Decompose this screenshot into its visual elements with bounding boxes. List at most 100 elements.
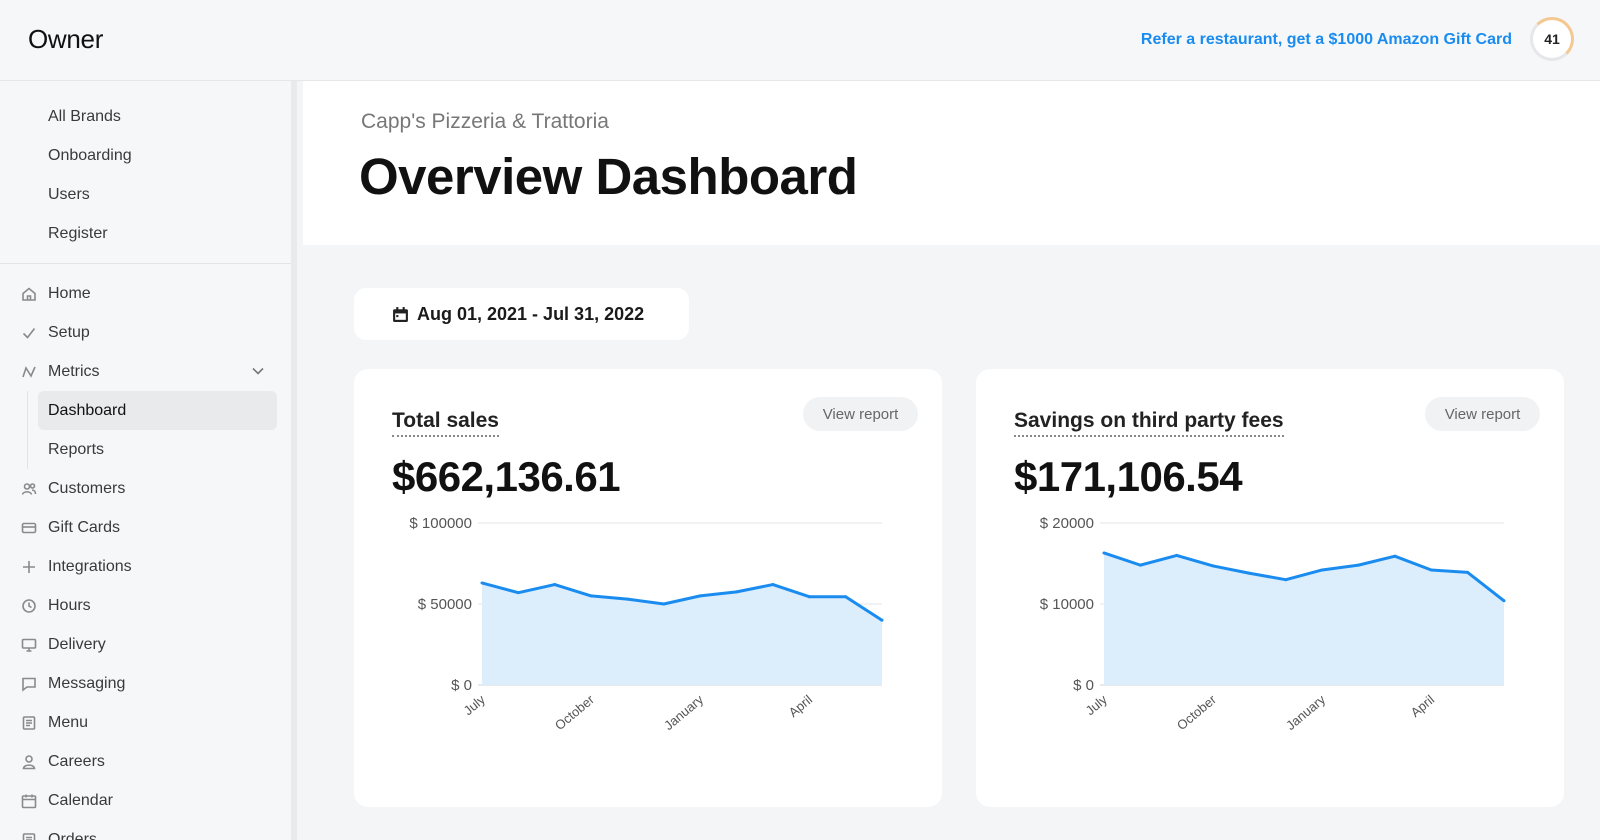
card-title[interactable]: Total sales: [392, 409, 499, 437]
sidebar-item-label: Careers: [48, 752, 105, 770]
sidebar-item-label: Home: [48, 284, 91, 302]
menu-doc-icon: [20, 714, 38, 732]
brand-nav: All Brands Onboarding Users Register: [0, 81, 291, 264]
y-tick-label: $ 0: [451, 677, 472, 694]
area-fill: [482, 582, 882, 685]
monitor-icon: [20, 636, 38, 654]
data-point: [1138, 563, 1142, 567]
data-point: [1502, 599, 1506, 603]
view-report-button[interactable]: View report: [1425, 397, 1540, 431]
date-range-label: Aug 01, 2021 - Jul 31, 2022: [417, 303, 645, 324]
y-tick-label: $ 0: [1073, 677, 1094, 694]
users-icon: [20, 480, 38, 498]
x-tick-label: July: [461, 691, 489, 718]
sidebar-item-label: Calendar: [48, 791, 113, 809]
orders-icon: [20, 831, 38, 840]
data-point: [807, 595, 811, 599]
data-point: [1393, 554, 1397, 558]
data-point: [1102, 551, 1106, 555]
data-point: [516, 591, 520, 595]
data-point: [1320, 568, 1324, 572]
view-report-button[interactable]: View report: [803, 397, 918, 431]
series-line: [1103, 551, 1505, 602]
data-point: [662, 602, 666, 606]
data-point: [880, 618, 884, 622]
metrics-icon: [20, 363, 38, 381]
sidebar-item-label: Gift Cards: [48, 518, 121, 536]
x-tick-label: April: [786, 692, 816, 720]
sidebar-item-hours[interactable]: Hours: [0, 586, 291, 625]
sidebar-item-orders[interactable]: Orders: [0, 820, 291, 840]
progress-badge[interactable]: 41: [1530, 17, 1574, 61]
plus-icon: [20, 558, 38, 576]
sidebar-item-label: Messaging: [48, 674, 126, 692]
sidebar-item-reports[interactable]: Reports: [48, 440, 105, 458]
y-tick-label: $ 10000: [1040, 596, 1094, 613]
home-icon: [20, 285, 38, 303]
sidebar-item-label: Metrics: [48, 362, 100, 380]
sidebar-item-label: Hours: [48, 596, 91, 614]
sidebar-item-onboarding[interactable]: Onboarding: [48, 146, 132, 164]
sidebar-item-messaging[interactable]: Messaging: [0, 664, 291, 703]
top-bar: Owner Refer a restaurant, get a $1000 Am…: [0, 0, 1600, 81]
chevron-down-icon[interactable]: [251, 364, 265, 378]
savings-card: Savings on third party fees View report …: [976, 369, 1564, 807]
card-value: $662,136.61: [392, 453, 621, 500]
page-header: Capp's Pizzeria & Trattoria Overview Das…: [303, 81, 1600, 245]
sidebar-item-label: Customers: [48, 479, 126, 497]
data-point: [480, 581, 484, 585]
refer-link[interactable]: Refer a restaurant, get a $1000 Amazon G…: [1140, 31, 1512, 48]
check-icon: [20, 324, 38, 342]
card-value: $171,106.54: [1014, 453, 1243, 500]
x-tick-label: January: [1283, 691, 1328, 733]
page-title: Overview Dashboard: [359, 148, 858, 205]
credit-card-icon: [20, 519, 38, 537]
sidebar-item-careers[interactable]: Careers: [0, 742, 291, 781]
data-point: [771, 583, 775, 587]
data-point: [625, 597, 629, 601]
data-point: [553, 583, 557, 587]
sidebar-item-label: Orders: [48, 830, 97, 840]
data-point: [1429, 568, 1433, 572]
sidebar-item-dashboard[interactable]: Dashboard: [38, 391, 277, 430]
sidebar-item-menu[interactable]: Menu: [0, 703, 291, 742]
y-tick-label: $ 20000: [1040, 515, 1094, 532]
y-tick-label: $ 50000: [418, 596, 472, 613]
main-nav: Home Setup Metrics Dashboard Reports Cus…: [0, 264, 291, 840]
sidebar-item-customers[interactable]: Customers: [0, 469, 291, 508]
y-tick-label: $ 100000: [409, 515, 472, 532]
series-line: [481, 581, 883, 622]
sidebar-item-users[interactable]: Users: [48, 185, 90, 203]
data-point: [735, 590, 739, 594]
sidebar-item-label: Setup: [48, 323, 90, 341]
sidebar-item-metrics[interactable]: Metrics: [0, 352, 291, 391]
calendar-icon: [393, 306, 408, 322]
sidebar-item-setup[interactable]: Setup: [0, 313, 291, 352]
app-logo[interactable]: Owner: [28, 24, 104, 54]
clock-icon: [20, 597, 38, 615]
x-tick-label: April: [1408, 692, 1438, 720]
sidebar-item-home[interactable]: Home: [0, 274, 291, 313]
sidebar-item-delivery[interactable]: Delivery: [0, 625, 291, 664]
calendar-icon: [20, 792, 38, 810]
card-title[interactable]: Savings on third party fees: [1014, 409, 1284, 437]
data-point: [1211, 564, 1215, 568]
x-tick-label: January: [661, 691, 706, 733]
sidebar-item-all-brands[interactable]: All Brands: [48, 107, 121, 125]
data-point: [1284, 578, 1288, 582]
sidebar: All Brands Onboarding Users Register Hom…: [0, 81, 297, 840]
sidebar-item-integrations[interactable]: Integrations: [0, 547, 291, 586]
sidebar-item-gift-cards[interactable]: Gift Cards: [0, 508, 291, 547]
sidebar-item-label: Menu: [48, 713, 89, 731]
data-point: [589, 594, 593, 598]
sidebar-item-register[interactable]: Register: [48, 224, 108, 242]
total-sales-card: Total sales View report $662,136.61 $ 10…: [354, 369, 942, 807]
date-range-picker[interactable]: Aug 01, 2021 - Jul 31, 2022: [354, 288, 689, 340]
x-tick-label: July: [1083, 691, 1111, 718]
restaurant-name: Capp's Pizzeria & Trattoria: [361, 110, 609, 133]
data-point: [1175, 553, 1179, 557]
x-tick-label: October: [552, 691, 598, 733]
sidebar-item-calendar[interactable]: Calendar: [0, 781, 291, 820]
